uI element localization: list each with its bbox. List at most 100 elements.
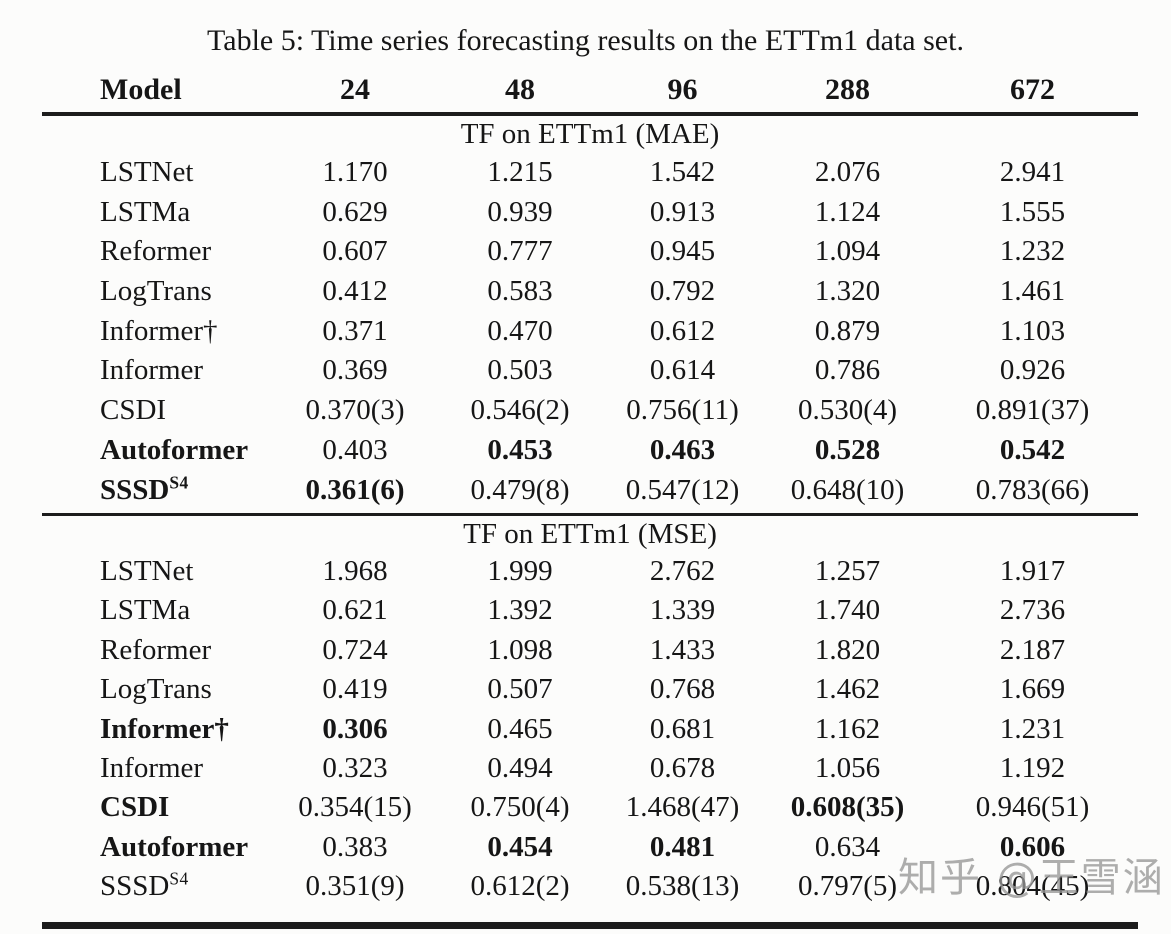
cell-value: 2.941 xyxy=(999,156,1066,188)
cell-value: 1.162 xyxy=(814,712,881,745)
cell-value: 1.740 xyxy=(814,594,881,627)
cell-value: 0.621 xyxy=(322,594,388,627)
table-row: LSTNet 1.170 1.215 1.542 2.076 2.941 xyxy=(45,153,1135,193)
cell-value: 0.608(35) xyxy=(790,791,905,824)
model-name: SSSD xyxy=(100,473,170,506)
section-divider-rule xyxy=(42,513,1138,516)
cell-value: 0.463 xyxy=(649,433,716,466)
model-label: Informer xyxy=(45,351,270,391)
cell-value: 0.768 xyxy=(649,673,716,706)
header-row: Model 24 48 96 288 672 xyxy=(45,68,1135,112)
model-label: LSTNet xyxy=(45,153,270,193)
cell-value: 1.542 xyxy=(649,156,716,188)
section-rows-mse: LSTNet 1.968 1.999 2.762 1.257 1.917 LST… xyxy=(45,552,1135,907)
cell-value: 2.762 xyxy=(649,555,716,587)
cell-value: 1.968 xyxy=(322,555,388,587)
model-name: Reformer xyxy=(100,633,212,666)
cell-value: 0.547(12) xyxy=(625,473,740,506)
cell-value: 0.542 xyxy=(999,433,1066,466)
model-name: CSDI xyxy=(100,394,167,427)
cell-value: 0.465 xyxy=(487,712,553,745)
cell-value: 1.917 xyxy=(999,555,1066,587)
model-label: LogTrans xyxy=(45,670,270,709)
model-superscript: S4 xyxy=(169,471,189,492)
model-name: LSTNet xyxy=(100,156,194,188)
cell-value: 0.777 xyxy=(487,235,553,268)
model-label: SSSDS4 xyxy=(45,471,270,511)
header-rule xyxy=(42,112,1138,116)
column-header: 288 xyxy=(825,73,870,106)
cell-value: 0.607 xyxy=(322,235,388,268)
model-label: SSSDS4 xyxy=(45,867,270,906)
cell-value: 0.724 xyxy=(322,633,388,666)
model-label: CSDI xyxy=(45,391,270,431)
model-label: Informer xyxy=(45,749,270,788)
cell-value: 0.678 xyxy=(649,751,716,784)
cell-value: 0.470 xyxy=(487,314,553,347)
cell-value: 0.371 xyxy=(322,314,388,347)
cell-value: 0.351(9) xyxy=(305,870,405,903)
cell-value: 0.634 xyxy=(814,830,881,863)
cell-value: 0.750(4) xyxy=(470,791,570,824)
cell-value: 0.453 xyxy=(487,433,553,466)
table-row: LogTrans 0.412 0.583 0.792 1.320 1.461 xyxy=(45,272,1135,312)
cell-value: 0.528 xyxy=(814,433,881,466)
cell-value: 1.170 xyxy=(322,156,388,188)
column-header: Model xyxy=(100,73,182,106)
cell-value: 0.946(51) xyxy=(975,791,1090,824)
cell-value: 0.612 xyxy=(649,314,716,347)
cell-value: 0.546(2) xyxy=(470,394,570,427)
model-label: Reformer xyxy=(45,631,270,670)
cell-value: 0.614 xyxy=(649,354,716,387)
model-label: LSTNet xyxy=(45,552,270,591)
cell-value: 0.926 xyxy=(999,354,1066,387)
cell-value: 0.583 xyxy=(487,275,553,308)
cell-value: 0.786 xyxy=(814,354,881,387)
table-row: LSTNet 1.968 1.999 2.762 1.257 1.917 xyxy=(45,552,1135,591)
cell-value: 0.507 xyxy=(487,673,553,706)
model-label: Autoformer xyxy=(45,431,270,471)
cell-value: 0.756(11) xyxy=(626,394,739,427)
cell-value: 0.403 xyxy=(322,433,388,466)
cell-value: 1.215 xyxy=(487,156,553,188)
table-row: Autoformer 0.383 0.454 0.481 0.634 0.606 xyxy=(45,828,1135,867)
section-title-mse: TF on ETTm1 (MSE) xyxy=(463,518,717,550)
cell-value: 0.383 xyxy=(322,830,388,863)
cell-value: 0.503 xyxy=(487,354,553,387)
model-name: Informer† xyxy=(100,314,218,347)
cell-value: 1.103 xyxy=(999,314,1066,347)
model-label: Informer† xyxy=(45,710,270,749)
model-label: Reformer xyxy=(45,232,270,272)
cell-value: 1.056 xyxy=(814,751,881,784)
cell-value: 0.913 xyxy=(649,195,716,228)
table-row: Autoformer 0.403 0.453 0.463 0.528 0.542 xyxy=(45,431,1135,471)
table-row: Informer† 0.371 0.470 0.612 0.879 1.103 xyxy=(45,312,1135,352)
model-superscript: S4 xyxy=(169,868,189,889)
cell-value: 0.494 xyxy=(487,751,553,784)
cell-value: 0.323 xyxy=(322,751,388,784)
table-row: SSSDS4 0.351(9) 0.612(2) 0.538(13) 0.797… xyxy=(45,867,1135,906)
model-name: CSDI xyxy=(100,791,170,824)
cell-value: 0.361(6) xyxy=(305,473,405,506)
cell-value: 1.339 xyxy=(649,594,716,627)
cell-value: 0.370(3) xyxy=(305,394,405,427)
cell-value: 0.891(37) xyxy=(975,394,1090,427)
cell-value: 0.369 xyxy=(322,354,388,387)
model-label: CSDI xyxy=(45,788,270,827)
model-name: Reformer xyxy=(100,235,212,268)
cell-value: 1.669 xyxy=(999,673,1066,706)
section-title-mae: TF on ETTm1 (MAE) xyxy=(460,118,720,150)
cell-value: 0.945 xyxy=(649,235,716,268)
cell-value: 1.098 xyxy=(487,633,553,666)
table-row: Reformer 0.607 0.777 0.945 1.094 1.232 xyxy=(45,232,1135,272)
cell-value: 1.433 xyxy=(649,633,716,666)
cell-value: 1.462 xyxy=(814,673,881,706)
table-row: Informer 0.369 0.503 0.614 0.786 0.926 xyxy=(45,351,1135,391)
table-caption: Table 5: Time series forecasting results… xyxy=(207,24,964,57)
cell-value: 0.629 xyxy=(322,195,388,228)
cell-value: 1.231 xyxy=(999,712,1066,745)
cell-value: 1.461 xyxy=(999,275,1066,308)
cell-value: 1.094 xyxy=(814,235,881,268)
cell-value: 1.192 xyxy=(999,751,1066,784)
section-rows-mae: LSTNet 1.170 1.215 1.542 2.076 2.941 LST… xyxy=(45,153,1135,510)
